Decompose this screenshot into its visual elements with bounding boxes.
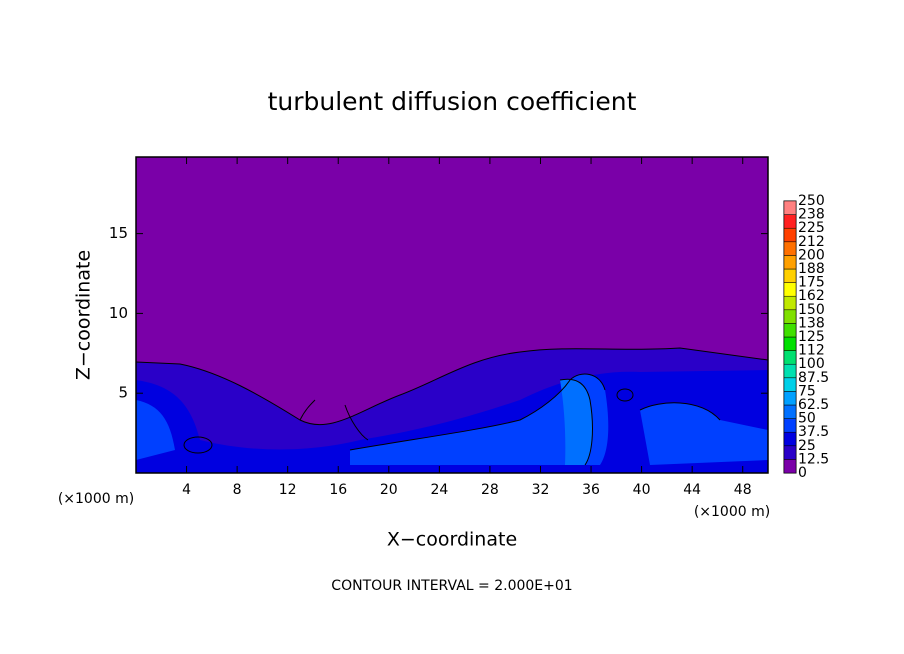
- colorbar-band: [783, 404, 797, 419]
- colorbar-label: 225: [798, 220, 825, 236]
- colorbar-band: [783, 268, 797, 283]
- colorbar-label: 200: [798, 247, 825, 263]
- colorbar-label: 188: [798, 261, 825, 277]
- colorbar-label: 75: [798, 383, 816, 399]
- x-tick-label: 48: [734, 482, 752, 498]
- y-tick-label: 15: [109, 224, 128, 242]
- colorbar-band: [783, 336, 797, 351]
- colorbar-label: 87.5: [798, 370, 829, 386]
- colorbar-label: 238: [798, 207, 825, 223]
- colorbar-band: [783, 309, 797, 324]
- colorbar-band: [783, 255, 797, 270]
- colorbar-label: 50: [798, 411, 816, 427]
- colorbar-band: [783, 282, 797, 297]
- x-tick-label: 16: [329, 482, 347, 498]
- colorbar-label: 62.5: [798, 397, 829, 413]
- y-tick-label: 10: [109, 304, 128, 322]
- plot-frame: [135, 156, 769, 474]
- colorbar-label: 212: [798, 234, 825, 250]
- note: CONTOUR INTERVAL = 2.000E+01: [331, 578, 572, 594]
- colorbar-label: 0: [798, 465, 807, 481]
- colorbar-label: 250: [798, 193, 825, 209]
- x-axis-label: X−coordinate: [387, 529, 517, 551]
- colorbar-band: [783, 418, 797, 433]
- x-tick-label: 44: [683, 482, 701, 498]
- x-tick-label: 4: [182, 482, 191, 498]
- colorbar-label: 25: [798, 438, 816, 454]
- chart-title: turbulent diffusion coefficient: [268, 87, 637, 116]
- contour-field: [136, 157, 768, 473]
- colorbar-label: 150: [798, 302, 825, 318]
- colorbar-band: [783, 323, 797, 338]
- colorbar-label: 12.5: [798, 451, 829, 467]
- colorbar-band: [783, 391, 797, 406]
- colorbar-band: [783, 227, 797, 243]
- colorbar-band: [783, 214, 797, 229]
- colorbar-band: [783, 431, 797, 447]
- colorbar-band: [783, 295, 797, 311]
- colorbar-label: 175: [798, 275, 825, 291]
- colorbar-band: [783, 445, 797, 460]
- colorbar-label: 100: [798, 356, 825, 372]
- y-axis-label: Z−coordinate: [73, 250, 95, 380]
- colorbar-band: [783, 350, 797, 365]
- colorbar-band: [783, 363, 797, 379]
- x-tick-label: 8: [233, 482, 242, 498]
- colorbar-band: [783, 200, 797, 215]
- x-tick-label: 24: [430, 482, 448, 498]
- x-tick-label: 36: [582, 482, 600, 498]
- colorbar-label: 125: [798, 329, 825, 345]
- x-unit-right: (×1000 m): [694, 504, 770, 520]
- colorbar-band: [783, 377, 797, 392]
- colorbar-label: 112: [798, 343, 825, 359]
- colorbar-label: 162: [798, 288, 825, 304]
- x-tick-label: 28: [481, 482, 499, 498]
- colorbar-label: 138: [798, 315, 825, 331]
- x-unit-left: (×1000 m): [58, 491, 134, 507]
- x-tick-label: 32: [532, 482, 550, 498]
- colorbar-band: [783, 241, 797, 256]
- x-tick-label: 12: [279, 482, 297, 498]
- y-tick-label: 5: [118, 384, 128, 402]
- x-tick-label: 20: [380, 482, 398, 498]
- colorbar-label: 37.5: [798, 424, 829, 440]
- colorbar-band: [783, 459, 797, 474]
- x-tick-label: 40: [633, 482, 651, 498]
